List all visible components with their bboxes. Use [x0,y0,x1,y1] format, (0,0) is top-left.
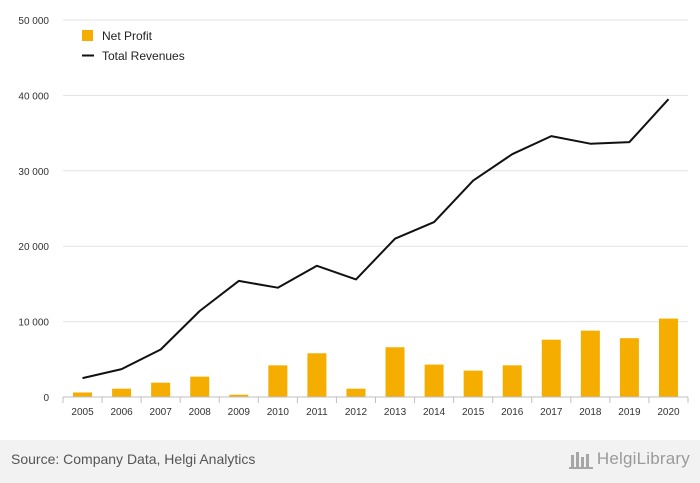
y-tick-label: 20 000 [18,242,49,253]
x-tick-label: 2011 [306,407,328,418]
source-note: Source: Company Data, Helgi Analytics [11,451,256,467]
net-profit-bar [619,338,639,397]
y-tick-label: 40 000 [18,91,49,102]
legend-label-total-revenues: Total Revenues [102,49,185,63]
net-profit-bar [229,394,249,397]
x-tick-label: 2016 [501,407,524,418]
y-axis: 0 10 000 20 000 30 000 40 000 50 000 [18,16,49,404]
net-profit-bar [463,370,483,397]
net-profit-bar [658,318,678,397]
x-tick-label: 2019 [618,407,641,418]
legend: Net Profit Total Revenues [82,29,185,63]
helgi-library-logo: HelgiLibrary [568,449,690,469]
net-profit-bar [112,388,132,397]
x-tick-label: 2005 [71,407,94,418]
net-profit-bar [502,365,522,397]
logo-text: HelgiLibrary [596,449,690,468]
x-tick-label: 2007 [150,407,173,418]
footer: Source: Company Data, Helgi Analytics He… [0,440,700,483]
legend-swatch-net-profit [82,30,93,41]
helgi-library-icon [568,452,593,469]
x-tick-label: 2010 [267,407,290,418]
x-tick-label: 2018 [579,407,602,418]
net-profit-bar [541,339,561,397]
net-profit-bars [73,318,678,397]
x-tick-label: 2006 [110,407,133,418]
net-profit-bar [190,376,210,397]
net-profit-bar [385,347,405,397]
total-revenues-line-path [82,98,670,380]
net-profit-bar [151,382,171,397]
net-profit-bar [580,330,600,397]
net-profit-bar [307,353,327,397]
x-tick-label: 2008 [189,407,212,418]
gridlines [63,19,688,323]
y-tick-label: 30 000 [18,167,49,178]
net-profit-bar [424,364,444,397]
chart: 0 10 000 20 000 30 000 40 000 50 000 2005 2006… [18,16,689,418]
x-tick-label: 2013 [384,407,407,418]
legend-label-net-profit: Net Profit [102,29,153,43]
x-axis: 2005 2006 2007 2008 2009 2010 2011 2012 2013 2014… [62,396,689,418]
x-tick-label: 2020 [657,407,680,418]
x-tick-label: 2017 [540,407,563,418]
net-profit-bar [268,365,288,397]
x-tick-label: 2014 [423,407,446,418]
total-revenues-line [82,98,670,380]
net-profit-bar [346,388,366,397]
net-profit-bar [73,392,93,397]
x-tick-label: 2015 [462,407,485,418]
x-tick-label: 2009 [228,407,251,418]
x-tick-label: 2012 [345,407,368,418]
y-tick-label: 10 000 [18,318,49,329]
y-tick-label: 50 000 [18,16,49,27]
y-tick-label: 0 [43,393,49,404]
